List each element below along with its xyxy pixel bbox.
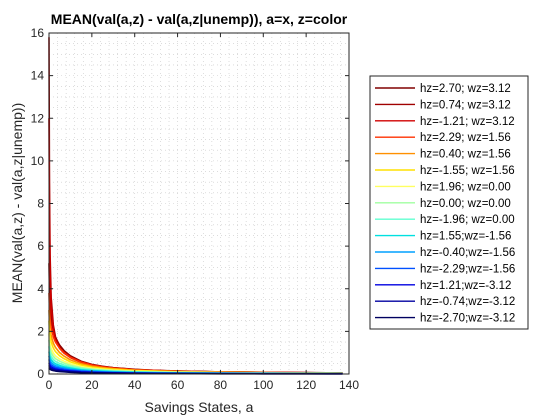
y-tick-label: 8	[37, 197, 44, 211]
legend-label-5: hz=-1.55; wz=1.56	[420, 165, 515, 177]
legend-label-6: hz=1.96; wz=0.00	[420, 181, 511, 193]
y-tick-label: 16	[31, 26, 45, 40]
legend-label-3: hz=2.29; wz=1.56	[420, 132, 511, 144]
legend: hz=2.70; wz=3.12 hz=0.74; wz=3.12 hz=-1.21…	[369, 75, 529, 330]
x-axis-ticks: 0 20 40 60 80 100 120 140	[46, 33, 359, 392]
x-tick-label: 140	[339, 378, 359, 392]
series-group	[48, 37, 343, 375]
y-tick-label: 4	[37, 282, 44, 296]
legend-label-11: hz=-2.29;wz=-1.56	[420, 263, 515, 275]
legend-label-13: hz=-0.74;wz=-3.12	[420, 296, 515, 308]
chart-title: MEAN(val(a,z) - val(a,z|unemp)), a=x, z=…	[51, 11, 348, 27]
legend-label-10: hz=-0.40;wz=-1.56	[420, 247, 515, 259]
y-tick-label: 6	[37, 239, 44, 253]
legend-label-9: hz=1.55;wz=-1.56	[420, 231, 511, 243]
x-axis-label: Savings States, a	[145, 399, 254, 415]
legend-label-1: hz=0.74; wz=3.12	[420, 99, 511, 111]
x-tick-label: 80	[214, 378, 228, 392]
x-tick-label: 120	[296, 378, 316, 392]
y-tick-label: 10	[31, 154, 45, 168]
y-axis-ticks: 0 2 4 6 8 10 12 14 16	[31, 26, 349, 381]
x-tick-label: 40	[128, 378, 142, 392]
legend-label-4: hz=0.40; wz=1.56	[420, 149, 511, 161]
x-tick-label: 20	[85, 378, 99, 392]
legend-label-8: hz=-1.96; wz=0.00	[420, 214, 515, 226]
x-tick-label: 0	[46, 378, 53, 392]
legend-label-2: hz=-1.21; wz=3.12	[420, 116, 515, 128]
legend-label-14: hz=-2.70;wz=-3.12	[420, 313, 515, 325]
x-tick-label: 60	[171, 378, 185, 392]
legend-label-12: hz=1.21;wz=-3.12	[420, 280, 511, 292]
y-tick-label: 2	[37, 324, 44, 338]
y-axis-label: MEAN(val(a,z) - val(a,z|unemp))	[9, 103, 25, 303]
plot-area	[49, 33, 349, 374]
legend-label-0: hz=2.70; wz=3.12	[420, 83, 511, 95]
y-tick-label: 14	[31, 69, 45, 83]
legend-label-7: hz=0.00; wz=0.00	[420, 198, 511, 210]
x-tick-label: 100	[253, 378, 273, 392]
y-tick-label: 0	[37, 367, 44, 381]
y-tick-label: 12	[31, 111, 45, 125]
grid	[49, 33, 349, 374]
